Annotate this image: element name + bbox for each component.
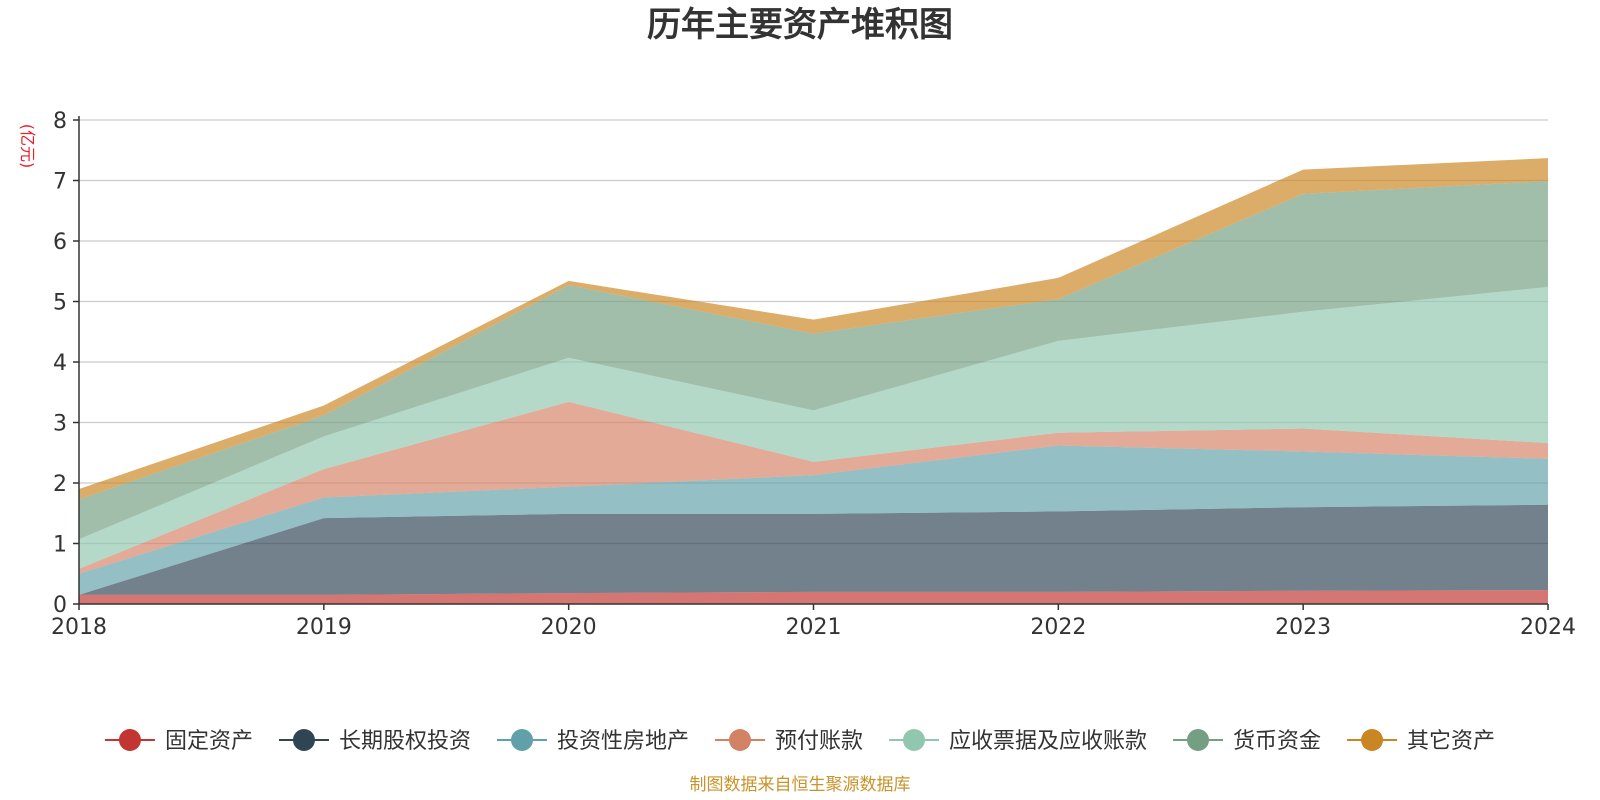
legend-item[interactable]: 货币资金 (1173, 729, 1321, 754)
y-tick-label: 5 (53, 291, 67, 316)
data-source-note: 制图数据来自恒生聚源数据库 (690, 775, 911, 795)
legend-label: 应收票据及应收账款 (949, 729, 1147, 754)
x-tick-label: 2024 (1520, 615, 1576, 640)
legend-item[interactable]: 长期股权投资 (278, 729, 471, 754)
y-axis-ticks: 0 1 2 3 4 5 6 7 8 (53, 109, 79, 618)
legend-label: 长期股权投资 (339, 729, 471, 754)
area-series-1 (79, 590, 1548, 604)
legend-item[interactable]: 其它资产 (1347, 729, 1495, 754)
legend: 固定资产 长期股权投资 投资性房地产 预付账款 应收票据及应收账款 货币资金 其它资产 (104, 729, 1495, 754)
legend-marker-icon (728, 729, 751, 751)
legend-label: 其它资产 (1407, 729, 1495, 754)
legend-marker-icon (1361, 729, 1384, 751)
area-series-3 (79, 445, 1548, 595)
y-tick-label: 0 (53, 593, 67, 618)
legend-marker-icon (510, 729, 533, 751)
y-axis-unit-label: (亿元) (18, 124, 37, 169)
legend-label: 固定资产 (165, 729, 253, 754)
area-series-7 (79, 158, 1548, 500)
area-series-6 (79, 181, 1548, 540)
legend-marker-icon (292, 729, 315, 751)
area-series-4 (79, 401, 1548, 574)
y-tick-label: 4 (53, 351, 67, 376)
x-tick-label: 2018 (51, 615, 107, 640)
chart-title: 历年主要资产堆积图 (647, 5, 953, 45)
y-tick-label: 8 (53, 109, 67, 134)
y-tick-label: 3 (53, 412, 67, 437)
legend-marker-icon (903, 729, 926, 751)
legend-label: 投资性房地产 (557, 729, 689, 754)
y-tick-label: 2 (53, 472, 67, 497)
x-tick-label: 2023 (1275, 615, 1331, 640)
legend-item[interactable]: 应收票据及应收账款 (889, 729, 1147, 754)
x-tick-label: 2021 (786, 615, 842, 640)
x-tick-label: 2020 (541, 615, 597, 640)
legend-label: 预付账款 (775, 729, 863, 754)
legend-label: 货币资金 (1233, 729, 1321, 754)
y-tick-label: 7 (53, 170, 67, 195)
legend-item[interactable]: 固定资产 (104, 729, 253, 754)
y-tick-label: 6 (53, 230, 67, 255)
legend-item[interactable]: 预付账款 (714, 729, 863, 754)
legend-marker-icon (118, 729, 141, 751)
y-tick-label: 1 (53, 533, 67, 558)
area-series-2 (79, 504, 1548, 595)
legend-marker-icon (1187, 729, 1210, 751)
x-tick-label: 2022 (1030, 615, 1086, 640)
area-series-group (79, 158, 1548, 604)
x-axis-ticks: 2018 2019 2020 2021 2022 2023 2024 (51, 604, 1576, 640)
legend-item[interactable]: 投资性房地产 (496, 729, 689, 754)
area-series-5 (79, 286, 1548, 569)
x-tick-label: 2019 (296, 615, 352, 640)
